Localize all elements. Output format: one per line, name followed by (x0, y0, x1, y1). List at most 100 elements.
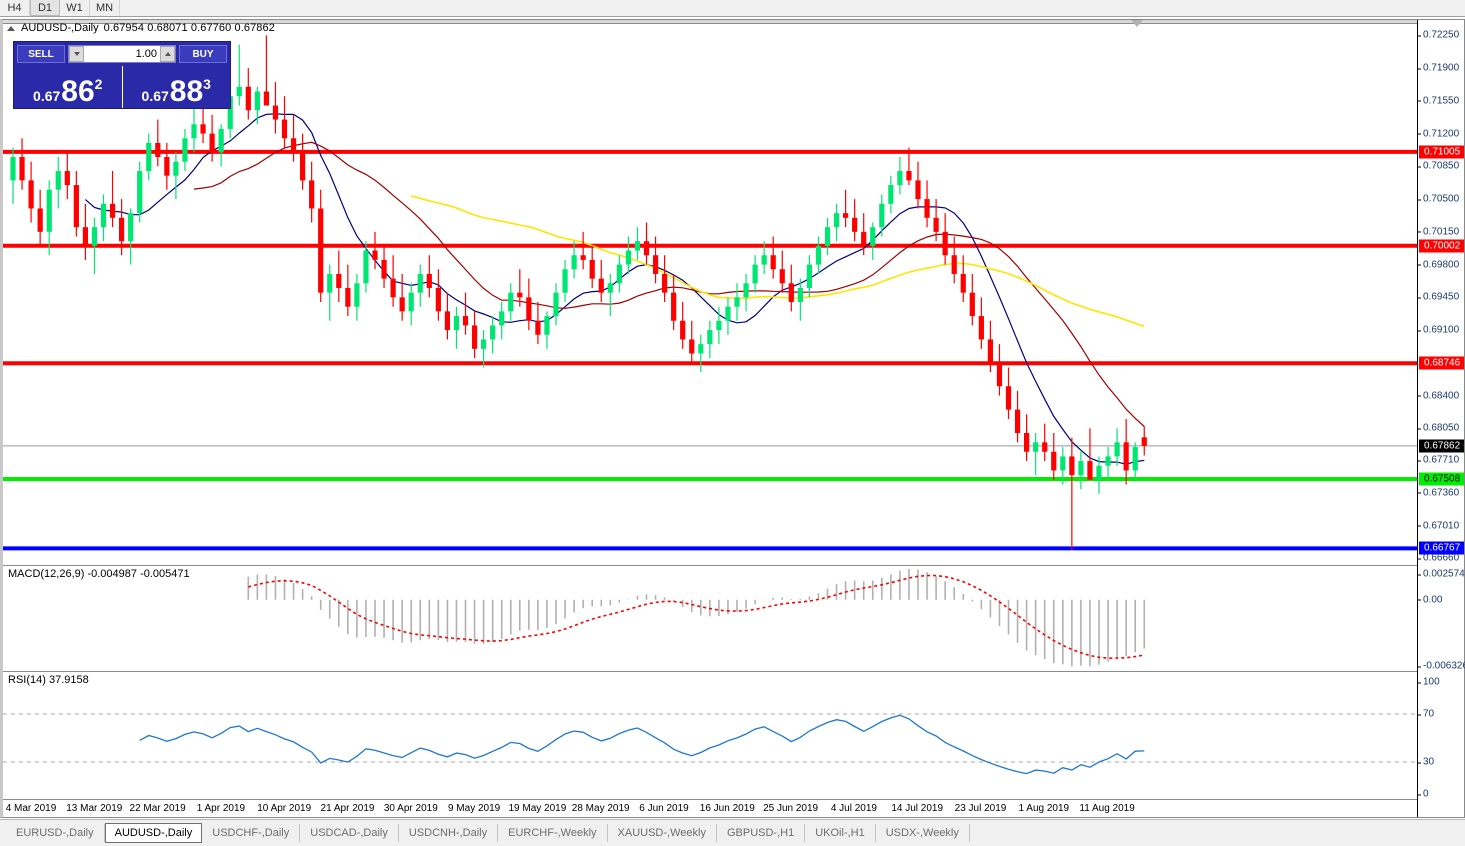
date-tick-2: 22 Mar 2019 (129, 803, 186, 814)
price-badge-0.70002[interactable]: 0.70002 (1419, 239, 1464, 253)
candle-body (870, 227, 876, 246)
candle-body (698, 344, 704, 354)
price-tick-0.69100: 0.69100 (1418, 325, 1459, 336)
candle-body (254, 91, 260, 111)
candle-body (146, 142, 152, 172)
chart-tab-usdxweekly[interactable]: USDX-,Weekly (876, 824, 970, 842)
candle-body (426, 273, 432, 288)
candle-body (861, 231, 867, 246)
chart-area[interactable]: AUDUSD-,Daily 0.67954 0.68071 0.67760 0.… (0, 19, 1465, 818)
timeframe-w1[interactable]: W1 (60, 0, 90, 16)
candle-body (788, 283, 794, 303)
candle-body (37, 208, 43, 232)
price-tick-0.68400: 0.68400 (1418, 390, 1459, 401)
symbol-name: AUDUSD-,Daily (21, 22, 99, 34)
price-tick-0.66660: 0.66660 (1418, 553, 1459, 564)
candle-body (100, 203, 107, 228)
price-tick-0.72250: 0.72250 (1418, 30, 1459, 41)
candle-body (327, 273, 333, 293)
chart-tab-audusddaily[interactable]: AUDUSD-,Daily (104, 823, 203, 843)
date-tick-5: 21 Apr 2019 (320, 803, 375, 814)
chart-tab-xauusdweekly[interactable]: XAUUSD-,Weekly (608, 824, 717, 842)
candle-body (173, 161, 179, 176)
candle-body (128, 213, 134, 242)
candle-body (245, 86, 251, 111)
candle-body (372, 250, 378, 260)
timeframe-d1[interactable]: D1 (30, 0, 60, 16)
volume-decrement-button[interactable] (69, 46, 84, 62)
trade-panel-prices: 0.67 86 2 0.67 88 3 (14, 66, 230, 108)
chart-tab-usdcaddaily[interactable]: USDCAD-,Daily (300, 824, 399, 842)
candle-body (589, 259, 595, 279)
price-badge-0.67862[interactable]: 0.67862 (1419, 439, 1464, 453)
candle-body (490, 325, 496, 340)
timeframe-mn[interactable]: MN (90, 0, 120, 16)
candle-body (960, 273, 966, 293)
timeframe-h4[interactable]: H4 (0, 0, 30, 16)
candle-body (770, 255, 776, 270)
date-tick-10: 6 Jun 2019 (639, 803, 689, 814)
price-tick-0.70850: 0.70850 (1418, 161, 1459, 172)
chart-tab-usdcnhdaily[interactable]: USDCNH-,Daily (399, 824, 499, 842)
date-tick-14: 14 Jul 2019 (891, 803, 944, 814)
candle-body (996, 362, 1003, 387)
candle-body (1078, 461, 1084, 476)
candle-body (833, 213, 840, 228)
chart-tab-ukoilh1[interactable]: UKOil-,H1 (805, 824, 876, 842)
price-tick-0.67010: 0.67010 (1418, 520, 1459, 531)
candle-body (815, 245, 822, 265)
candle-body (716, 320, 722, 331)
buy-price[interactable]: 0.67 88 3 (123, 66, 231, 108)
volume-stepper[interactable]: 1.00 (68, 45, 176, 63)
candle-body (897, 171, 903, 186)
date-tick-11: 16 Jun 2019 (699, 803, 755, 814)
candle-body (399, 297, 405, 312)
candle-body (1069, 456, 1075, 476)
ohlc-values: 0.67954 0.68071 0.67760 0.67862 (103, 22, 275, 34)
chart-canvas[interactable] (3, 20, 1419, 817)
price-tick-0.71200: 0.71200 (1418, 128, 1459, 139)
buy-price-prefix: 0.67 (141, 88, 169, 104)
macd-tick-1: 0.00 (1418, 594, 1442, 605)
candle-body (571, 255, 577, 270)
candle-body (417, 273, 423, 293)
date-scale: 4 Mar 2019 13 Mar 2019 22 Mar 2019 1 Apr 20… (3, 799, 1464, 817)
candle-body (806, 264, 812, 288)
chart-tab-eurusddaily[interactable]: EURUSD-,Daily (6, 824, 105, 842)
price-badge-0.67508[interactable]: 0.67508 (1419, 472, 1464, 486)
candle-body (164, 156, 170, 176)
one-click-trade-panel[interactable]: SELL 1.00 BUY 0.67 86 2 0.67 88 3 (13, 41, 231, 109)
rsi-tick-100: 100 (1418, 677, 1440, 688)
candle-body (951, 255, 957, 274)
candle-body (82, 227, 88, 246)
candle-body (471, 325, 478, 349)
candle-body (354, 283, 360, 307)
date-tick-8: 19 May 2019 (508, 803, 567, 814)
volume-increment-button[interactable] (160, 46, 175, 62)
price-badge-0.71005[interactable]: 0.71005 (1419, 145, 1464, 159)
chart-tab-usdchfdaily[interactable]: USDCHF-,Daily (202, 824, 301, 842)
price-badge-0.66767[interactable]: 0.66767 (1419, 541, 1464, 555)
price-tick-0.69800: 0.69800 (1418, 259, 1459, 270)
buy-button[interactable]: BUY (179, 45, 227, 63)
rsi-tick-30: 30 (1418, 757, 1434, 768)
collapse-caret-icon[interactable] (7, 25, 15, 31)
chart-tab-bar[interactable]: EURUSD-,Daily AUDUSD-,Daily USDCHF-,Daily U… (0, 819, 1465, 846)
candle-body (345, 287, 351, 307)
candle-body (318, 208, 324, 293)
candle-body (435, 287, 441, 312)
chart-tab-gbpusdh1[interactable]: GBPUSD-,H1 (717, 824, 806, 842)
volume-value[interactable]: 1.00 (135, 48, 157, 60)
candle-body (55, 171, 61, 190)
chart-tab-eurchfweekly[interactable]: EURCHF-,Weekly (498, 824, 608, 842)
candle-body (191, 124, 197, 139)
sell-price[interactable]: 0.67 86 2 (14, 66, 123, 108)
price-badge-0.68746[interactable]: 0.68746 (1419, 356, 1464, 370)
candle-body (680, 320, 686, 340)
candle-body (933, 217, 939, 232)
sell-button[interactable]: SELL (17, 45, 65, 63)
date-tick-12: 25 Jun 2019 (763, 803, 819, 814)
price-scale[interactable]: 0.72250 0.71900 0.71550 0.71200 0.70850 0.705… (1417, 20, 1465, 817)
candle-body (28, 180, 34, 209)
chart-scroll-marker[interactable] (1131, 20, 1143, 27)
